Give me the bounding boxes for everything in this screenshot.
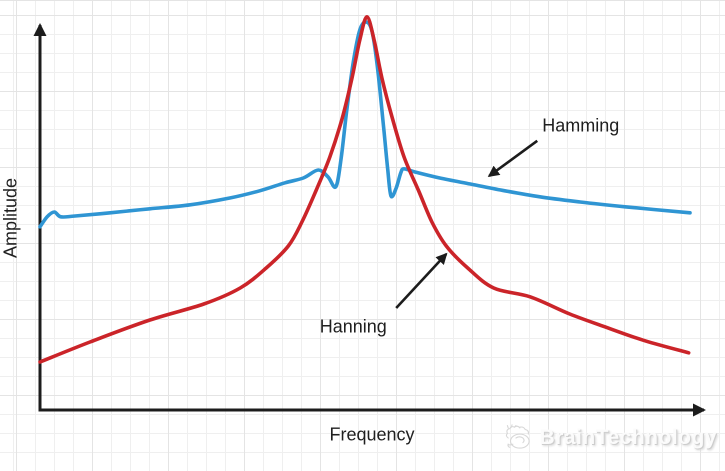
x-axis-label: Frequency [329,424,415,445]
watermark-text: BrainTechnology [539,426,717,449]
curve-hamming [38,20,692,229]
annotation-arrow-hamming [487,139,539,178]
brain-icon [505,424,530,449]
hanning-annotation-label: Hanning [319,316,387,337]
curve-hanning [38,15,691,364]
y-axis-label: Amplitude [0,177,21,259]
annotation-arrow-hanning [395,252,448,309]
hamming-annotation-label: Hamming [542,115,620,136]
watermark: BrainTechnology [502,417,717,459]
